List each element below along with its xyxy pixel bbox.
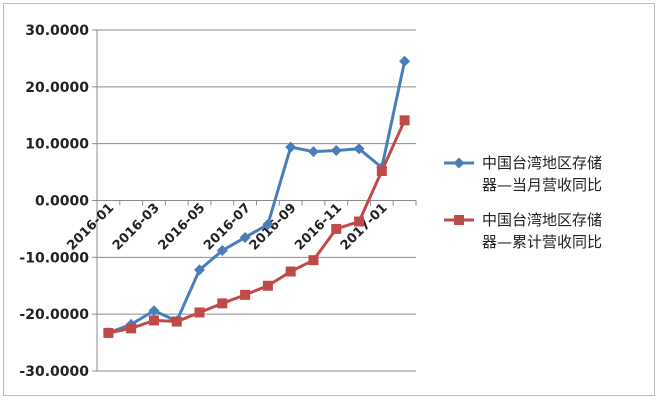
legend-label: 中国台湾地区存储 <box>482 154 602 172</box>
series-2 <box>103 115 410 338</box>
data-point <box>376 165 387 176</box>
series-line <box>107 60 407 335</box>
data-point <box>239 231 251 243</box>
legend-label: 器—累计营收同比 <box>482 233 602 251</box>
y-tick-label: 0.0000 <box>35 194 89 210</box>
data-point <box>148 315 159 326</box>
legend-label: 器—当月营收同比 <box>482 176 602 194</box>
data-point <box>262 218 274 230</box>
data-point <box>308 255 319 266</box>
data-point <box>399 115 410 126</box>
data-point <box>307 146 319 158</box>
legend-marker <box>453 157 465 169</box>
x-tick-label: 2016-05 <box>156 201 209 254</box>
y-tick-label: 20.0000 <box>25 80 89 96</box>
data-point <box>399 55 411 67</box>
y-tick-label: 10.0000 <box>25 137 89 153</box>
series-1 <box>102 55 411 339</box>
data-point <box>240 289 251 300</box>
data-point <box>103 327 114 338</box>
data-point <box>353 143 365 155</box>
data-point <box>171 316 182 327</box>
x-tick-label: 2016-03 <box>110 201 163 254</box>
y-tick-label: -20.0000 <box>19 307 89 323</box>
data-point <box>126 323 137 334</box>
data-point <box>217 298 228 309</box>
chart-frame: 30.0000 20.0000 10.0000 0.0000 -10.0000 -20.0… <box>3 3 655 396</box>
x-tick-label: 2016-07 <box>201 201 254 254</box>
data-point <box>216 245 228 257</box>
data-point <box>354 216 365 227</box>
legend-marker <box>454 215 464 225</box>
y-tick-label: 30.0000 <box>25 23 89 39</box>
data-point <box>285 266 296 277</box>
data-point <box>194 264 206 276</box>
y-tick-label: -10.0000 <box>19 250 89 266</box>
data-point <box>285 141 297 153</box>
data-point <box>331 223 342 234</box>
data-point <box>194 307 205 318</box>
line-chart: 30.0000 20.0000 10.0000 0.0000 -10.0000 -20.0… <box>19 23 602 380</box>
y-tick-label: -30.0000 <box>19 364 89 380</box>
data-point <box>330 144 342 156</box>
legend-label: 中国台湾地区存储 <box>482 211 602 229</box>
data-point <box>262 280 273 291</box>
series-group <box>102 55 411 339</box>
data-point <box>148 305 160 317</box>
axes: 30.0000 20.0000 10.0000 0.0000 -10.0000 -20.0… <box>19 23 417 380</box>
